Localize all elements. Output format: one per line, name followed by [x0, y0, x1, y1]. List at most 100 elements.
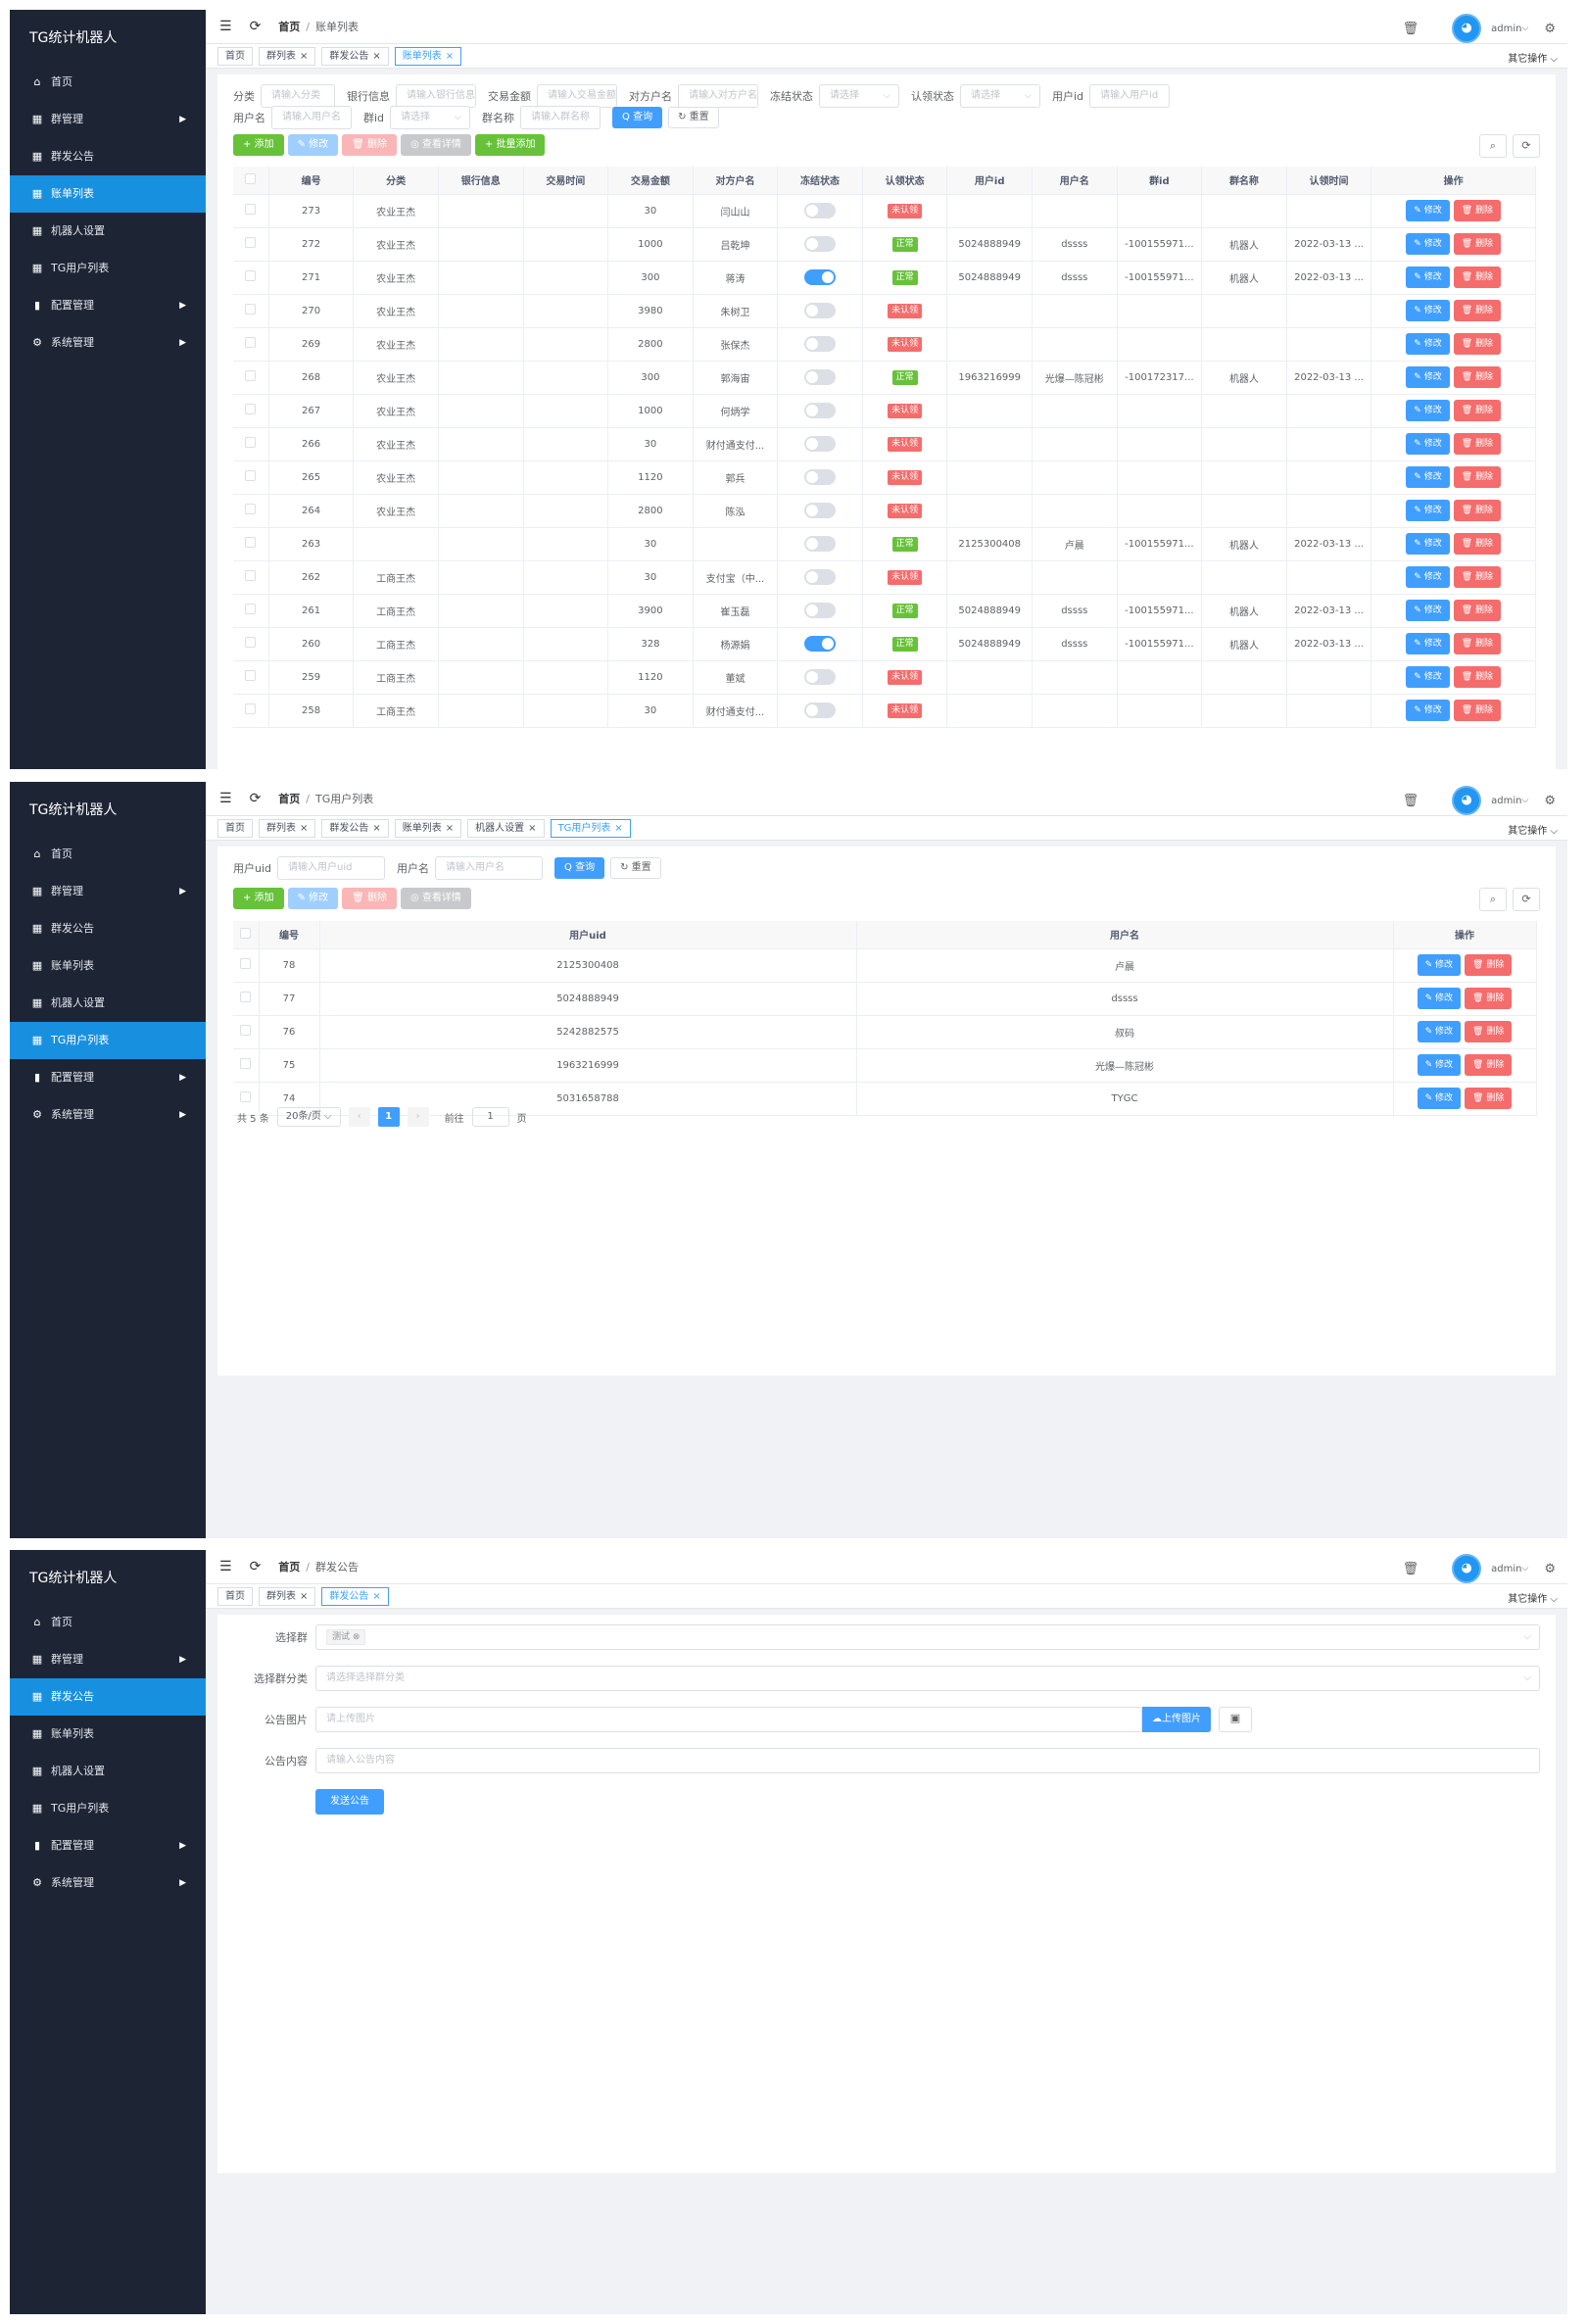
- refresh-table-icon[interactable]: ⟳: [1513, 888, 1540, 911]
- sidebar-item-system[interactable]: ⚙ 系统管理 ▶: [10, 324, 206, 362]
- hamburger-icon[interactable]: ☰: [219, 1559, 232, 1574]
- delete-button[interactable]: 🗑 删除: [1453, 233, 1501, 255]
- edit-button[interactable]: ✎ 修改: [1406, 633, 1450, 654]
- delete-button[interactable]: 🗑 删除: [1465, 988, 1513, 1009]
- sidebar-item-bill[interactable]: ▦ 账单列表: [10, 947, 206, 985]
- delete-button[interactable]: 🗑 删除: [1453, 366, 1501, 388]
- image-preview-icon[interactable]: ▣: [1219, 1707, 1252, 1732]
- freeze-toggle[interactable]: [804, 702, 837, 718]
- row-checkbox[interactable]: [240, 958, 252, 969]
- filter-select[interactable]: 请选择 ⌵: [390, 106, 471, 129]
- row-checkbox[interactable]: [245, 637, 257, 648]
- toolbar-button[interactable]: + 添加: [233, 134, 284, 156]
- toolbar-button[interactable]: 🗑 删除: [342, 888, 397, 909]
- close-icon[interactable]: ×: [372, 822, 381, 834]
- row-checkbox[interactable]: [245, 604, 257, 614]
- delete-button[interactable]: 🗑 删除: [1453, 633, 1501, 654]
- toolbar-button[interactable]: + 批量添加: [474, 134, 546, 156]
- user-name[interactable]: admin: [1491, 795, 1522, 806]
- breadcrumb-home[interactable]: 首页: [278, 21, 301, 33]
- filter-select[interactable]: 请选择 ⌵: [819, 84, 899, 108]
- edit-button[interactable]: ✎ 修改: [1406, 700, 1450, 721]
- sidebar-item-system[interactable]: ⚙ 系统管理 ▶: [10, 1864, 206, 1902]
- sidebar-item-notice[interactable]: ▦ 群发公告: [10, 1678, 206, 1716]
- filter-input[interactable]: 请输入用户uid: [277, 856, 386, 880]
- trash-icon[interactable]: 🗑: [1402, 1561, 1419, 1576]
- edit-button[interactable]: ✎ 修改: [1417, 1054, 1462, 1076]
- refresh-table-icon[interactable]: ⟳: [1513, 134, 1540, 158]
- sidebar-item-bill[interactable]: ▦ 账单列表: [10, 175, 206, 213]
- notice-content-input[interactable]: 请输入公告内容: [315, 1748, 1540, 1773]
- tab-首页[interactable]: 首页: [217, 818, 253, 838]
- close-icon[interactable]: ×: [372, 50, 381, 62]
- edit-button[interactable]: ✎ 修改: [1417, 1021, 1462, 1042]
- freeze-toggle[interactable]: [804, 536, 837, 552]
- sidebar-item-config[interactable]: ▮ 配置管理 ▶: [10, 1827, 206, 1864]
- other-operations-dropdown[interactable]: 其它操作 ⌵: [1508, 1594, 1558, 1605]
- edit-button[interactable]: ✎ 修改: [1406, 533, 1450, 555]
- select-all-checkbox[interactable]: [240, 927, 252, 939]
- row-checkbox[interactable]: [245, 370, 257, 381]
- other-operations-dropdown[interactable]: 其它操作 ⌵: [1508, 826, 1558, 837]
- refresh-icon[interactable]: ⟳: [249, 791, 262, 806]
- chevron-down-icon[interactable]: ⌵: [1521, 1564, 1529, 1574]
- delete-button[interactable]: 🗑 删除: [1453, 566, 1501, 588]
- freeze-toggle[interactable]: [804, 469, 837, 485]
- tab-机器人设置[interactable]: 机器人设置 ×: [467, 818, 545, 838]
- sidebar-item-tguser[interactable]: ▦ TG用户列表: [10, 250, 206, 287]
- page-number-button[interactable]: 1: [377, 1107, 400, 1127]
- row-checkbox[interactable]: [245, 703, 257, 714]
- edit-button[interactable]: ✎ 修改: [1406, 333, 1450, 355]
- chevron-down-icon[interactable]: ⌵: [1521, 796, 1529, 805]
- delete-button[interactable]: 🗑 删除: [1453, 300, 1501, 321]
- search-toggle-icon[interactable]: ⌕: [1479, 134, 1507, 158]
- toolbar-button[interactable]: ✎ 修改: [287, 888, 339, 909]
- hamburger-icon[interactable]: ☰: [219, 19, 232, 34]
- edit-button[interactable]: ✎ 修改: [1406, 433, 1450, 455]
- avatar[interactable]: ◕: [1452, 1554, 1482, 1583]
- delete-button[interactable]: 🗑 删除: [1453, 600, 1501, 621]
- chevron-down-icon[interactable]: ⌵: [1521, 24, 1529, 33]
- close-icon[interactable]: ×: [300, 1590, 309, 1602]
- delete-button[interactable]: 🗑 删除: [1453, 200, 1501, 221]
- user-name[interactable]: admin: [1491, 23, 1522, 34]
- search-button[interactable]: Q 查询: [554, 857, 605, 879]
- refresh-icon[interactable]: ⟳: [249, 19, 262, 34]
- tab-首页[interactable]: 首页: [217, 46, 253, 66]
- sidebar-item-config[interactable]: ▮ 配置管理 ▶: [10, 1059, 206, 1096]
- tab-账单列表[interactable]: 账单列表 ×: [394, 818, 462, 838]
- freeze-toggle[interactable]: [804, 669, 837, 685]
- filter-input[interactable]: 请输入用户id: [1089, 84, 1171, 108]
- avatar[interactable]: ◕: [1452, 14, 1482, 43]
- row-checkbox[interactable]: [240, 1025, 252, 1036]
- freeze-toggle[interactable]: [804, 269, 837, 285]
- refresh-icon[interactable]: ⟳: [249, 1559, 262, 1574]
- freeze-toggle[interactable]: [804, 569, 837, 585]
- sidebar-item-system[interactable]: ⚙ 系统管理 ▶: [10, 1096, 206, 1134]
- tab-群发公告[interactable]: 群发公告 ×: [321, 1586, 389, 1606]
- row-checkbox[interactable]: [245, 570, 257, 581]
- delete-button[interactable]: 🗑 删除: [1453, 533, 1501, 555]
- search-button[interactable]: Q 查询: [612, 107, 663, 128]
- search-toggle-icon[interactable]: ⌕: [1479, 888, 1507, 911]
- close-icon[interactable]: ×: [445, 822, 455, 834]
- delete-button[interactable]: 🗑 删除: [1453, 700, 1501, 721]
- delete-button[interactable]: 🗑 删除: [1465, 1054, 1513, 1076]
- reset-button[interactable]: ↻ 重置: [610, 857, 661, 879]
- toolbar-button[interactable]: + 添加: [233, 888, 284, 909]
- freeze-toggle[interactable]: [804, 203, 837, 218]
- sidebar-item-tguser[interactable]: ▦ TG用户列表: [10, 1790, 206, 1827]
- sidebar-item-bill[interactable]: ▦ 账单列表: [10, 1716, 206, 1753]
- sidebar-item-config[interactable]: ▮ 配置管理 ▶: [10, 287, 206, 324]
- filter-input[interactable]: 请输入用户名: [435, 856, 544, 880]
- freeze-toggle[interactable]: [804, 303, 837, 318]
- sidebar-item-robot[interactable]: ▦ 机器人设置: [10, 1753, 206, 1790]
- edit-button[interactable]: ✎ 修改: [1406, 266, 1450, 288]
- sidebar-item-robot[interactable]: ▦ 机器人设置: [10, 985, 206, 1022]
- upload-image-button[interactable]: ☁上传图片: [1142, 1707, 1211, 1732]
- select-group-select[interactable]: 测试 ⊗ ⌵: [315, 1624, 1540, 1650]
- filter-input[interactable]: 请输入银行信息: [396, 84, 476, 108]
- notice-image-input[interactable]: 请上传图片: [315, 1707, 1142, 1732]
- next-page-button[interactable]: ›: [407, 1107, 429, 1127]
- row-checkbox[interactable]: [240, 1091, 252, 1102]
